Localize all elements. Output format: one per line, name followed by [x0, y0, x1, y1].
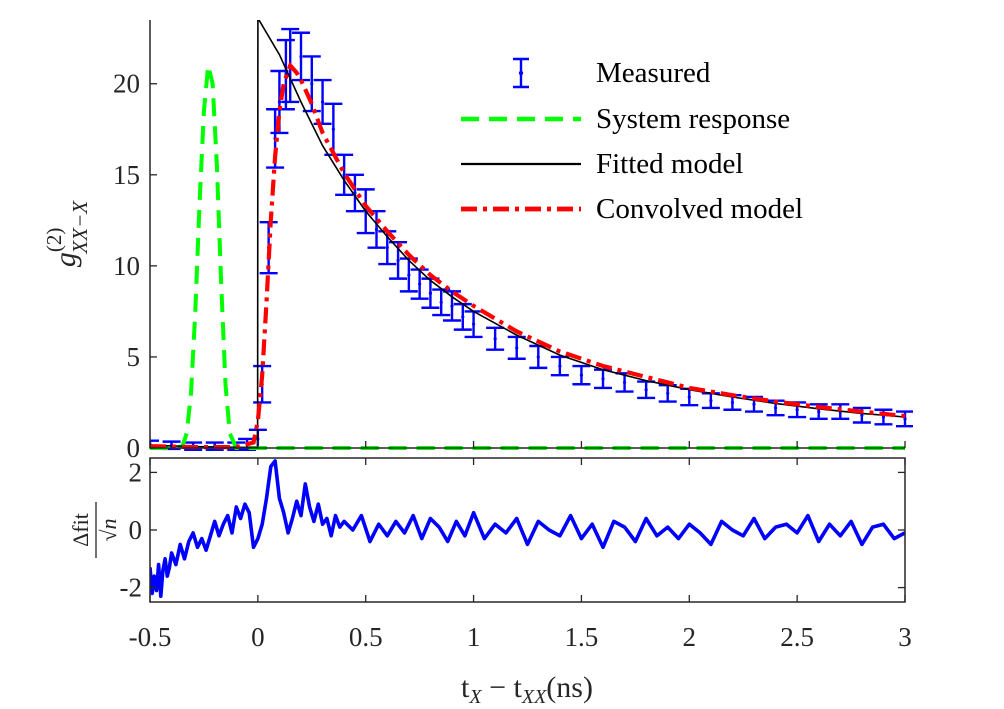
measured-point [666, 391, 670, 395]
measured-point [471, 322, 476, 326]
x-label-t2: t [514, 671, 523, 704]
measured-point [461, 315, 465, 319]
measured-point [773, 406, 778, 410]
x-label-sub1: X [468, 686, 482, 708]
top-y-axis-label: g(2)XX−X [42, 200, 92, 267]
measured-point [601, 377, 605, 381]
x-tick-label: 3 [898, 622, 912, 652]
legend: Measured System response Fitted model Convo… [461, 57, 803, 225]
measured-point [817, 409, 821, 414]
bottom-data-layer [150, 459, 905, 598]
top-y-tick-label: 15 [113, 160, 140, 190]
top-y-tick-label: 20 [113, 69, 140, 99]
bottom-y-axis-label: Δfit √n [68, 502, 121, 558]
measured-point [385, 246, 389, 250]
legend-label-system-response: System response [596, 103, 790, 135]
measured-point [752, 402, 756, 406]
residual-line [150, 459, 905, 598]
measured-point [450, 304, 454, 308]
measured-point [310, 82, 314, 86]
top-y-tick-label: 0 [127, 433, 141, 463]
measured-point [536, 355, 540, 359]
measured-point [439, 300, 443, 304]
measured-point [342, 173, 346, 177]
measured-point [407, 273, 411, 277]
bottom-y-label-denominator: √n [96, 518, 121, 541]
top-y-label-base: g [49, 252, 82, 267]
bottom-y-label-numerator: Δfit [68, 513, 93, 547]
top-y-tick-label: 10 [113, 251, 140, 281]
legend-label-convolved-model: Convolved model [596, 193, 803, 225]
measured-point [687, 395, 691, 399]
measured-point [493, 337, 497, 341]
measured-point [881, 415, 886, 419]
measured-point [396, 258, 400, 263]
measured-point [428, 291, 433, 295]
bottom-y-tick-label: -2 [120, 573, 143, 603]
convolved-model-line [150, 61, 906, 450]
x-tick-label: 2.5 [780, 622, 814, 652]
top-data-layer [150, 20, 913, 452]
x-axis-label: tX − tXX(ns) [461, 671, 593, 708]
measured-point [299, 54, 303, 59]
x-tick-label: 0 [251, 622, 265, 652]
measured-point [331, 127, 335, 131]
top-y-ticks: 0 5 10 15 20 [113, 69, 906, 463]
measured-point [374, 227, 379, 232]
x-tick-label: 1 [467, 622, 481, 652]
x-label-sub2: XX [521, 686, 547, 708]
top-y-label-superscript: (2) [42, 228, 66, 253]
measured-point [709, 399, 713, 403]
legend-label-fitted-model: Fitted model [596, 148, 743, 180]
measured-point [418, 282, 422, 286]
measured-point [730, 400, 735, 405]
top-y-tick-label: 5 [127, 342, 141, 372]
measured-point [579, 373, 584, 377]
top-y-label-subscript: XX−X [68, 200, 92, 255]
measured-point [644, 388, 648, 392]
x-tick-label: -0.5 [129, 622, 172, 652]
measured-point [277, 100, 282, 104]
measured-point [860, 413, 864, 417]
measured-point [515, 346, 519, 350]
x-label-unit: (ns) [546, 671, 593, 704]
bottom-y-tick-label: 0 [129, 515, 143, 545]
x-tick-label: 2 [683, 622, 697, 652]
measured-point [622, 380, 627, 385]
legend-swatch-measured-point [518, 70, 524, 76]
x-label-t1: t [461, 671, 470, 704]
bottom-ticks: -2 0 2 -0.5 0 0.5 1 1.5 2 2.5 3 [120, 457, 912, 652]
bottom-y-tick-label: 2 [129, 457, 143, 487]
top-panel: 0 5 10 15 20 Measured System response Fitted m… [42, 20, 913, 463]
x-tick-label: 0.5 [349, 622, 383, 652]
x-label-minus: − [482, 671, 514, 704]
legend-label-measured: Measured [596, 57, 711, 89]
x-tick-label: 1.5 [565, 622, 599, 652]
measured-point [320, 100, 325, 104]
measured-point [795, 408, 799, 412]
measured-point [558, 364, 562, 368]
bottom-panel: -202-0.5 0 0.5 1 1.5 2 2.5 3 Δfit √n tX − tXX(n… [68, 457, 912, 708]
